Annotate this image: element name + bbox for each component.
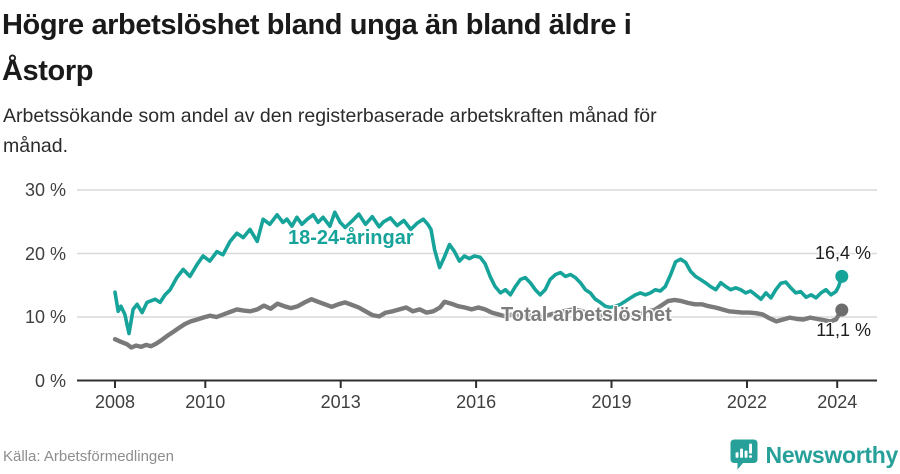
series-end-dot-youth — [835, 269, 849, 283]
chart-subtitle-line-1: Arbetssökande som andel av den registerb… — [3, 105, 657, 127]
brand-name: Newsworthy — [765, 441, 899, 468]
x-axis-tick-label: 2019 — [591, 392, 632, 412]
end-value-label-youth: 16,4 % — [814, 243, 871, 263]
x-axis-tick-label: 2022 — [726, 392, 767, 412]
series-label-youth: 18-24-åringar — [288, 227, 414, 249]
y-axis-tick-label: 20 % — [24, 243, 66, 264]
x-axis-tick-label: 2016 — [456, 392, 497, 412]
page-title-line-1: Högre arbetslöshet bland unga än bland ä… — [2, 9, 632, 41]
source-credit: Källa: Arbetsförmedlingen — [3, 448, 174, 465]
brand-logo: Newsworthy — [730, 439, 898, 470]
x-axis-tick-label: 2024 — [817, 392, 858, 412]
series-label-total: Total arbetslöshet — [501, 304, 672, 326]
y-axis-tick-label: 10 % — [24, 307, 66, 327]
series-end-dot-total — [835, 303, 849, 317]
newsworthy-bar-chart-speech-bubble-icon — [730, 439, 758, 470]
series-line-youth — [113, 210, 844, 336]
page-title: Högre arbetslöshet bland unga än bland ä… — [2, 2, 632, 94]
x-axis-tick-label: 2008 — [94, 392, 136, 412]
y-axis-tick-label: 30 % — [24, 180, 66, 200]
x-axis-tick-label: 2010 — [185, 392, 226, 412]
chart-subtitle: Arbetssökande som andel av den registerb… — [3, 101, 657, 161]
chart-subtitle-line-2: månad. — [3, 135, 69, 157]
x-axis-tick-label: 2013 — [320, 392, 361, 412]
end-value-label-total: 11,1 % — [816, 320, 871, 340]
y-axis-tick-label: 0 % — [34, 370, 66, 391]
series-line-total — [112, 297, 844, 350]
page-title-line-2: Åstorp — [2, 55, 94, 87]
